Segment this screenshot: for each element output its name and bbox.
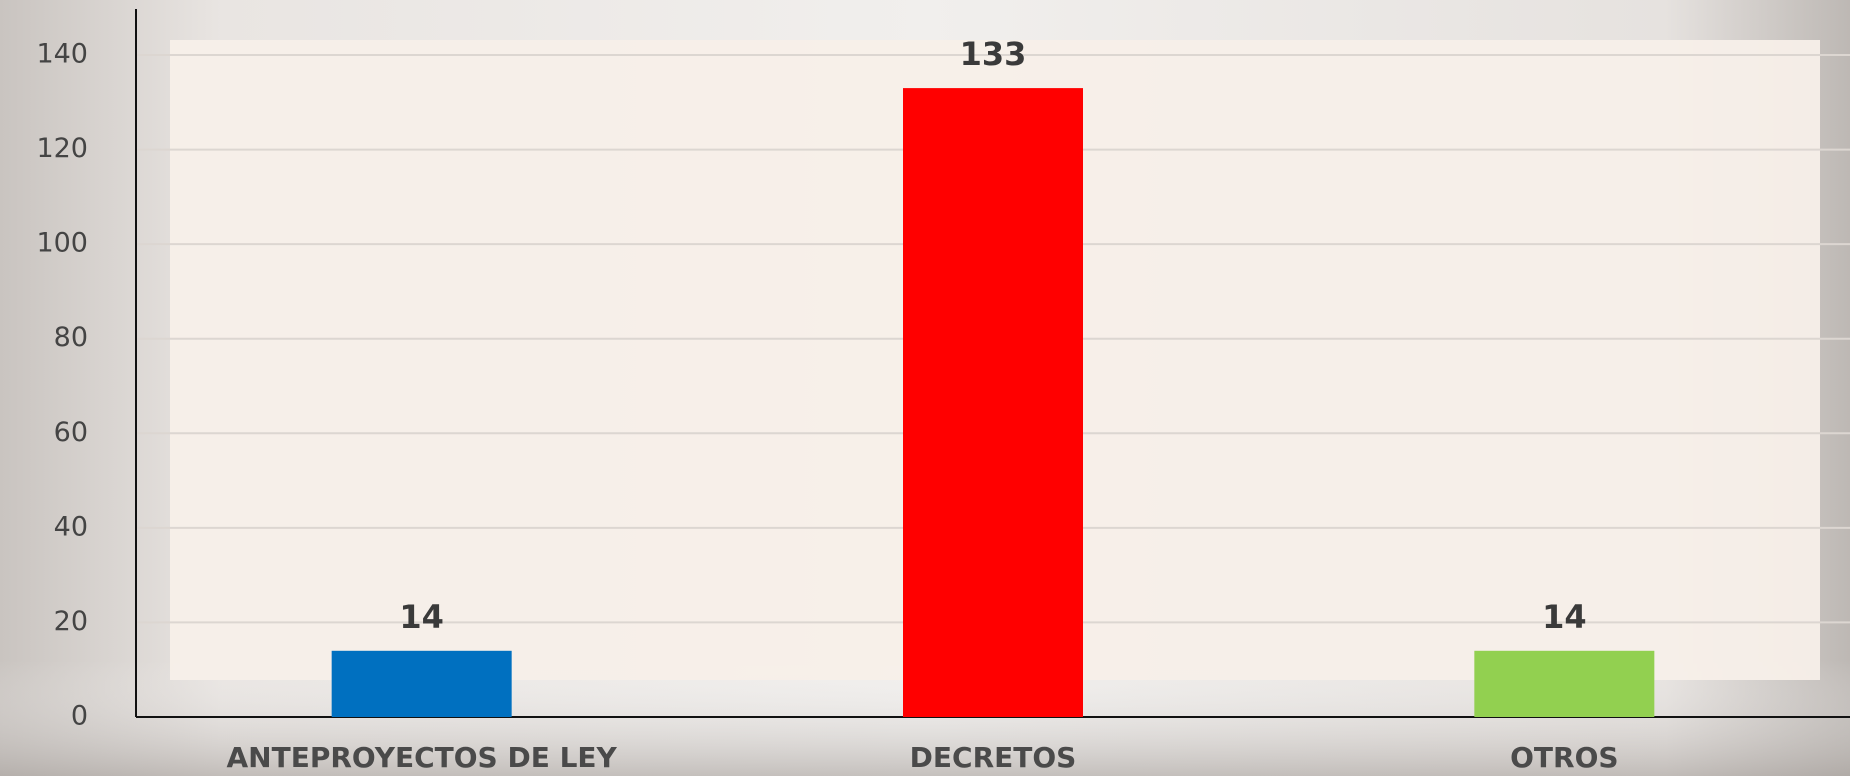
value-label: 133 bbox=[960, 35, 1027, 73]
y-tick-label: 20 bbox=[54, 606, 88, 637]
y-tick-label: 140 bbox=[36, 39, 88, 70]
bar bbox=[903, 88, 1083, 717]
x-tick-label: DECRETOS bbox=[910, 741, 1077, 774]
y-tick-label: 80 bbox=[54, 322, 88, 353]
y-tick-label: 100 bbox=[36, 228, 88, 259]
y-tick-label: 0 bbox=[71, 701, 88, 732]
value-label: 14 bbox=[1542, 598, 1587, 636]
page: 0 20 40 60 80 100 120 140 ANTEPROYECTOS DE LEY 14… bbox=[0, 0, 1850, 776]
x-tick-label: OTROS bbox=[1510, 741, 1618, 774]
chart: 0 20 40 60 80 100 120 140 ANTEPROYECTOS DE LEY 14… bbox=[0, 0, 1850, 776]
y-tick-label: 40 bbox=[54, 511, 88, 542]
bar bbox=[1474, 651, 1654, 717]
bar bbox=[332, 651, 512, 717]
y-tick-label: 60 bbox=[54, 417, 88, 448]
value-label: 14 bbox=[399, 598, 444, 636]
y-tick-label: 120 bbox=[36, 133, 88, 164]
x-tick-label: ANTEPROYECTOS DE LEY bbox=[226, 741, 617, 774]
